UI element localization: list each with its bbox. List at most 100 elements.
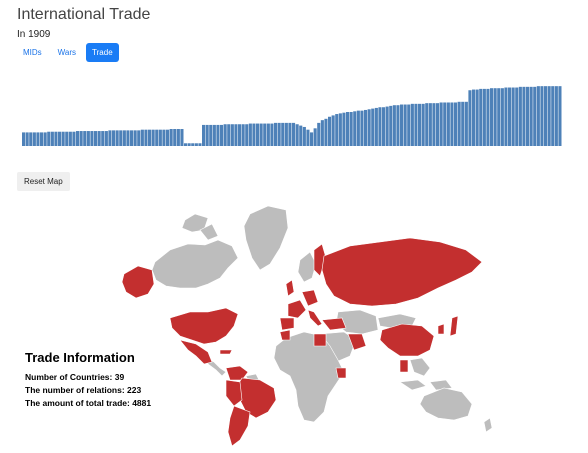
country-southeast-asia[interactable] [410,358,430,376]
timeline-bar[interactable] [501,88,504,146]
country-argentina[interactable] [228,406,250,446]
timeline-bar[interactable] [242,124,245,146]
timeline-bar[interactable] [44,132,47,146]
timeline-bar[interactable] [220,125,223,146]
timeline-bar[interactable] [101,131,104,146]
timeline-bar[interactable] [465,102,468,146]
timeline-bar[interactable] [407,105,410,146]
country-venezuela[interactable] [226,366,248,380]
timeline-bar[interactable] [486,89,489,146]
timeline-bar[interactable] [558,86,561,146]
timeline-bar[interactable] [332,115,335,146]
world-map[interactable] [100,200,500,450]
country-alaska[interactable] [122,266,154,298]
timeline-bar[interactable] [166,130,169,146]
timeline-bar[interactable] [231,124,234,146]
timeline-bar[interactable] [468,90,471,146]
timeline-bar[interactable] [292,123,295,146]
timeline-bar[interactable] [432,103,435,146]
timeline-bar[interactable] [213,125,216,146]
timeline-bar[interactable] [414,104,417,146]
timeline-bar[interactable] [180,129,183,146]
tab-trade[interactable]: Trade [86,43,119,62]
timeline-bar[interactable] [87,131,90,146]
timeline-bar[interactable] [440,102,443,146]
timeline-bar[interactable] [497,88,500,146]
country-spain[interactable] [280,318,294,330]
timeline-bar[interactable] [306,130,309,146]
timeline-bar[interactable] [252,124,255,146]
timeline-bar[interactable] [443,102,446,146]
country-germany[interactable] [302,290,318,306]
timeline-bar[interactable] [303,127,306,146]
timeline-bar[interactable] [328,117,331,146]
timeline-bar[interactable] [270,124,273,146]
country-peru[interactable] [226,380,242,406]
timeline-bar[interactable] [263,124,266,146]
reset-map-button[interactable]: Reset Map [17,172,70,191]
timeline-bar[interactable] [126,130,129,146]
country-korea[interactable] [438,324,444,334]
timeline-bar[interactable] [494,88,497,146]
timeline-bar[interactable] [512,88,515,146]
timeline-bar[interactable] [454,102,457,146]
timeline-bar[interactable] [108,130,111,146]
timeline-bar[interactable] [324,119,327,146]
timeline-bar[interactable] [461,102,464,146]
country-ethiopia[interactable] [336,368,346,378]
timeline-bar[interactable] [155,130,158,146]
country-new-zealand[interactable] [484,418,492,432]
timeline-bar[interactable] [422,104,425,146]
timeline-bar[interactable] [447,102,450,146]
timeline-bar[interactable] [450,102,453,146]
timeline-bar[interactable] [65,132,68,146]
timeline-bar[interactable] [548,86,551,146]
timeline-bar[interactable] [472,90,475,146]
timeline-bar[interactable] [285,123,288,146]
timeline-bar[interactable] [36,132,39,146]
timeline-bar[interactable] [177,129,180,146]
tab-mids[interactable]: MIDs [17,43,48,62]
timeline-bar[interactable] [134,130,137,146]
country-russia[interactable] [322,238,482,306]
timeline-bar[interactable] [112,130,115,146]
timeline-bar[interactable] [170,129,173,146]
timeline-bar[interactable] [371,109,374,146]
country-ottoman[interactable] [322,318,346,330]
timeline-bar[interactable] [144,130,147,146]
timeline-bar[interactable] [216,125,219,146]
timeline-bar[interactable] [515,88,518,146]
timeline-bar[interactable] [382,107,385,146]
timeline-bar[interactable] [184,143,187,146]
timeline-bar[interactable] [364,110,367,146]
timeline-bar[interactable] [540,86,543,146]
timeline-bar[interactable] [530,87,533,146]
timeline-bar[interactable] [555,86,558,146]
timeline-bar[interactable] [130,130,133,146]
timeline-bar[interactable] [238,124,241,146]
timeline-bar[interactable] [173,129,176,146]
timeline-bar[interactable] [375,108,378,146]
timeline-bar[interactable] [209,125,212,146]
timeline-bar[interactable] [490,88,493,146]
timeline-bar[interactable] [350,112,353,146]
timeline-bar[interactable] [296,124,299,146]
timeline-bar[interactable] [47,132,50,146]
country-indonesia-2[interactable] [430,380,452,390]
country-china[interactable] [380,324,434,356]
timeline-bar[interactable] [195,143,198,146]
timeline-bar[interactable] [339,113,342,146]
timeline-bar[interactable] [123,130,126,146]
timeline-bar[interactable] [137,130,140,146]
timeline-bar[interactable] [508,88,511,146]
timeline-bar[interactable] [80,131,83,146]
timeline-bar[interactable] [22,132,25,146]
timeline-bar[interactable] [256,124,259,146]
timeline-bar[interactable] [94,131,97,146]
timeline-bar[interactable] [425,103,428,146]
timeline-bar[interactable] [249,124,252,146]
timeline-bar[interactable] [346,112,349,146]
timeline-bar[interactable] [335,114,338,146]
country-cuba[interactable] [220,350,232,354]
timeline-bar[interactable] [159,130,162,146]
